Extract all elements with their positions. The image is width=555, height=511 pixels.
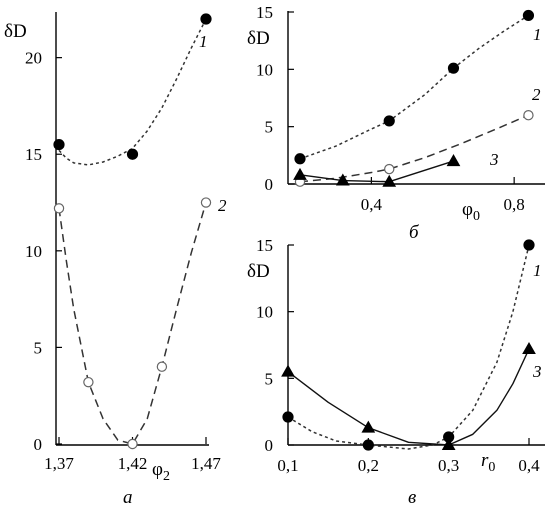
panel-в-series-3-line: [287, 348, 530, 446]
panel-б-series-1-line: [299, 14, 529, 160]
panel-в-series-3-point: [522, 341, 536, 354]
panel-а-x-tick-label: 1,47: [191, 454, 221, 473]
panel-б-y-tick-label: 5: [265, 118, 274, 137]
panel-c-series-1-label: 1: [533, 261, 542, 280]
panel-б-series-1-point: [522, 9, 535, 22]
panel-в-x-tick-label: 0,1: [277, 456, 298, 475]
panel-в-x-tick-label: 0,3: [438, 456, 459, 475]
panel-c: δD r0 в 0,1 0,2 0,3 0,4 0 5 10 15 1 3: [247, 236, 545, 508]
panel-в-series-3-point: [441, 437, 456, 450]
panel-б-series-1-point: [294, 153, 306, 165]
panel-б-series-3-point: [446, 154, 461, 167]
panel-в-series-1-line: [287, 244, 530, 450]
panel-в-y-tick-label: 5: [265, 369, 274, 388]
panel-б-series-1-point: [447, 62, 460, 74]
panel-a-y-label: δD: [4, 21, 27, 42]
panel-б-series-3-point: [335, 173, 350, 186]
panel-а-series-2-point: [53, 203, 65, 214]
panel-b-y-label: δD: [247, 28, 270, 49]
panel-а-series-2-point: [127, 438, 138, 450]
panel-b: δD φ0 б 0,4 0,8 0 5 10 15 1 2 3: [247, 3, 545, 243]
panel-б-series-2-point: [384, 163, 395, 175]
panel-б-y-tick-label: 10: [256, 60, 273, 79]
panel-в-x-tick-label: 0,2: [358, 456, 379, 475]
panel-в-y-tick-label: 15: [256, 236, 273, 255]
panel-а-series-2-point: [83, 376, 94, 388]
panel-б-series-3-point: [293, 167, 307, 180]
panel-а-series-1-point: [53, 138, 65, 151]
panel-б-series-2-point: [523, 109, 534, 121]
panel-b-series-1-label: 1: [533, 25, 542, 44]
panel-в-y-tick-label: 10: [256, 303, 273, 322]
panel-в-series-1-point: [523, 239, 535, 251]
panel-б-series-3-line: [299, 160, 454, 183]
panel-a: δD φ2 а 1,37 1,42 1,47 0 5 10 15 20 1 2: [4, 12, 227, 508]
panel-а-y-tick-label: 10: [25, 242, 42, 261]
panel-a-series-1-label: 1: [199, 32, 208, 51]
panel-c-x-label: r0: [481, 450, 495, 475]
panel-б-y-tick-label: 0: [265, 175, 274, 194]
panel-а-series-2-point: [156, 361, 168, 372]
panel-б-x-tick-label: 0,4: [361, 195, 383, 214]
panel-b-x-label: φ0: [462, 199, 480, 224]
panel-a-x-label: φ2: [152, 459, 170, 484]
panel-б-series-3-point: [382, 174, 397, 187]
panel-а-series-1-point: [126, 148, 139, 160]
panel-а-series-1-line: [58, 18, 207, 166]
panel-а-y-tick-label: 15: [25, 145, 42, 164]
panel-а-y-tick-label: 5: [34, 338, 43, 357]
panel-в-series-3-point: [281, 364, 295, 377]
panel-b-caption: б: [409, 222, 420, 243]
panel-а-y-tick-label: 0: [34, 435, 43, 454]
panel-b-series-2-label: 2: [532, 85, 541, 104]
panel-c-caption: в: [408, 487, 416, 508]
panel-в-series-3-point: [361, 420, 376, 433]
panel-б-series-2-line: [299, 114, 529, 183]
panel-в-series-1-point: [362, 439, 374, 451]
panel-в-y-tick-label: 0: [265, 436, 274, 455]
panel-б-x-tick-label: 0,8: [504, 195, 525, 214]
panel-б-series-1-point: [383, 115, 395, 127]
panel-а-x-tick-label: 1,42: [118, 454, 148, 473]
panel-a-series-2-label: 2: [218, 196, 227, 215]
panel-b-series-3-label: 3: [489, 150, 499, 169]
panel-а-series-2-line: [58, 202, 207, 445]
panel-в-series-1-point: [282, 411, 294, 423]
panel-а-y-tick-label: 20: [25, 49, 42, 68]
panel-а-series-1-point: [200, 13, 212, 25]
panel-c-y-label: δD: [247, 261, 270, 282]
panel-a-caption: а: [123, 487, 133, 508]
panel-б-y-tick-label: 15: [256, 3, 273, 22]
panel-в-x-tick-label: 0,4: [518, 456, 540, 475]
panel-c-series-3-label: 3: [532, 362, 542, 381]
panel-а-x-tick-label: 1,37: [44, 454, 74, 473]
panel-а-series-2-point: [200, 197, 212, 208]
